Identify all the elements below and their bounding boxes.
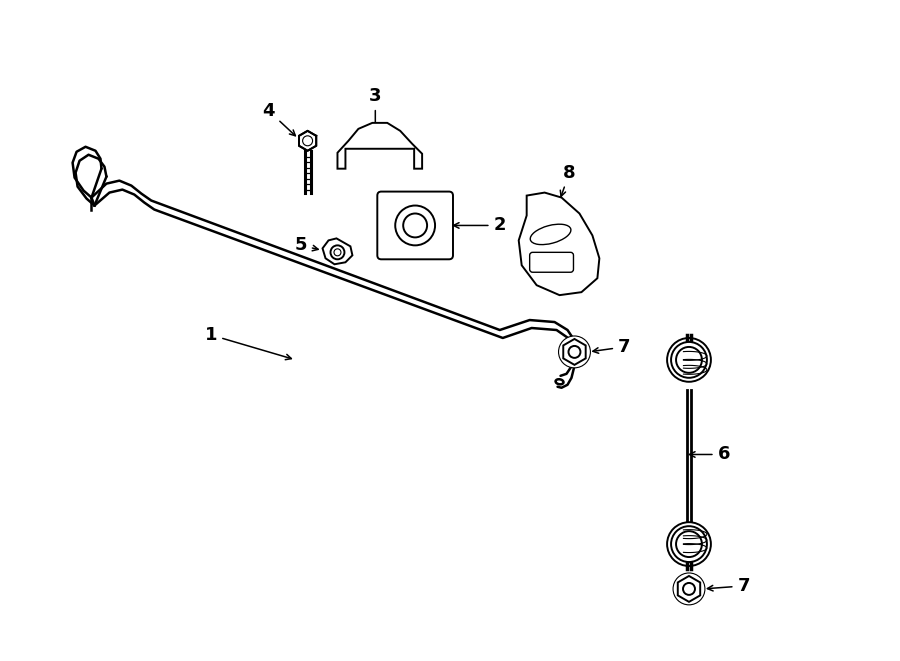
Polygon shape (563, 339, 586, 365)
Text: 3: 3 (369, 87, 382, 130)
Circle shape (671, 526, 706, 562)
Text: 7: 7 (593, 338, 631, 356)
Ellipse shape (530, 224, 571, 245)
Circle shape (334, 249, 341, 256)
Polygon shape (322, 239, 353, 264)
Polygon shape (518, 192, 599, 295)
FancyBboxPatch shape (530, 253, 573, 272)
Circle shape (667, 522, 711, 566)
Polygon shape (678, 576, 700, 602)
Text: 2: 2 (454, 216, 506, 235)
Circle shape (330, 245, 345, 259)
Text: 6: 6 (689, 446, 730, 463)
Ellipse shape (555, 379, 563, 384)
Polygon shape (338, 123, 422, 169)
Circle shape (559, 336, 590, 368)
Text: 1: 1 (205, 326, 292, 360)
Circle shape (569, 346, 580, 358)
Polygon shape (299, 131, 316, 151)
Text: 5: 5 (294, 237, 319, 254)
Circle shape (673, 573, 705, 605)
Circle shape (395, 206, 435, 245)
Circle shape (302, 136, 312, 146)
Text: 4: 4 (263, 102, 295, 136)
FancyBboxPatch shape (377, 192, 453, 259)
Circle shape (676, 347, 702, 373)
Circle shape (671, 342, 706, 378)
Circle shape (683, 583, 695, 595)
Circle shape (403, 214, 427, 237)
Text: 8: 8 (561, 164, 576, 196)
Circle shape (667, 338, 711, 382)
Text: 7: 7 (707, 577, 750, 595)
Circle shape (676, 531, 702, 557)
